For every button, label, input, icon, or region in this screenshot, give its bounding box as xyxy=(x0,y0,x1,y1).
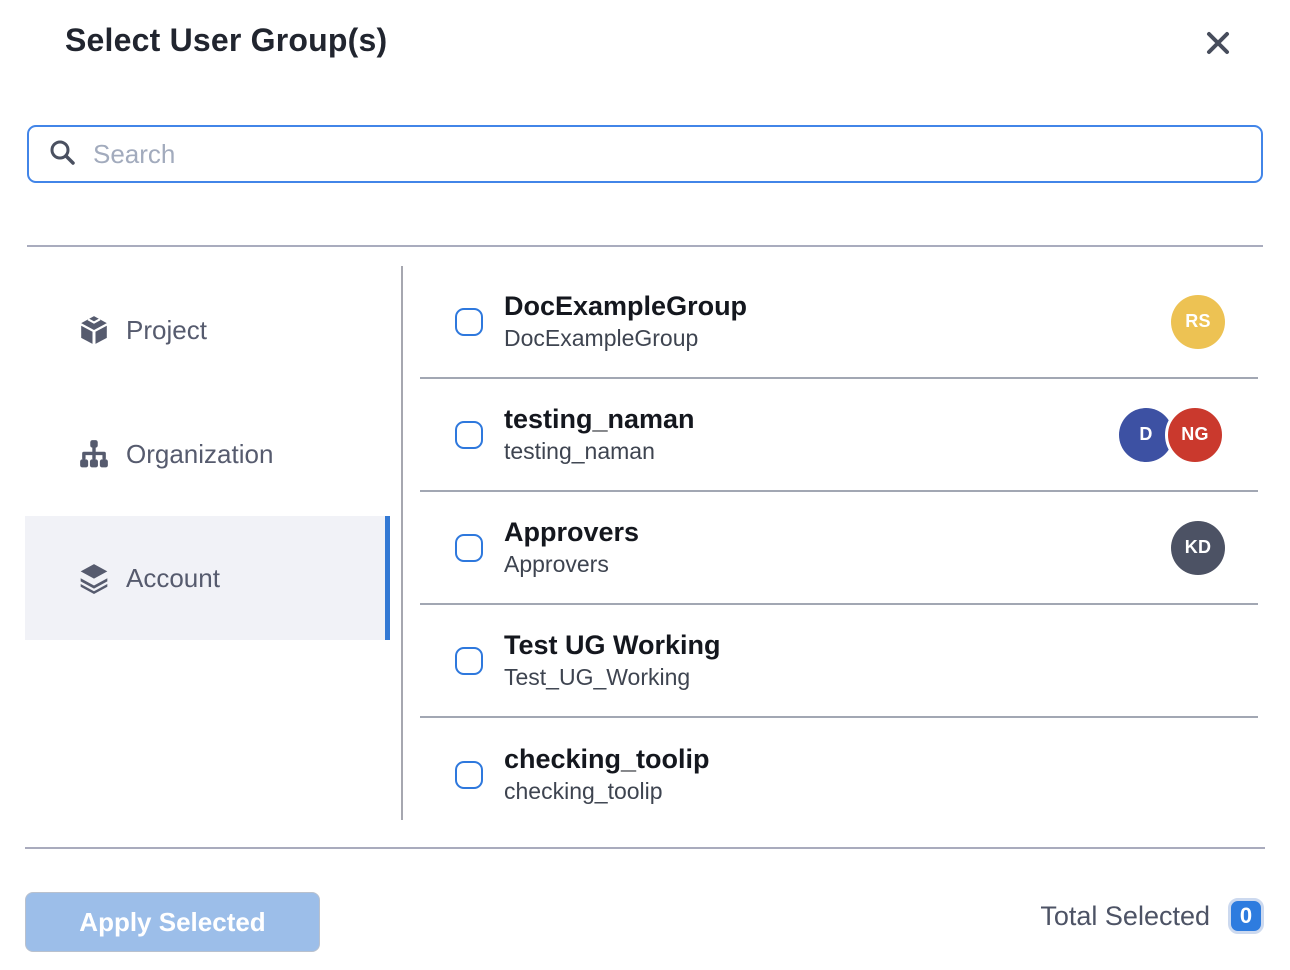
panel-divider xyxy=(401,266,403,820)
search-input[interactable] xyxy=(93,138,1243,170)
layers-icon xyxy=(78,562,110,594)
avatar: RS xyxy=(1171,294,1225,349)
footer-divider xyxy=(25,847,1265,849)
org-chart-icon xyxy=(78,438,110,470)
tab-label: Account xyxy=(126,562,220,593)
tab-label: Organization xyxy=(126,438,274,469)
group-subtitle: Approvers xyxy=(504,551,609,577)
close-icon xyxy=(1204,29,1232,60)
search-icon xyxy=(47,137,77,172)
group-checkbox[interactable] xyxy=(455,420,483,449)
list-item[interactable]: checking_toolip checking_toolip xyxy=(420,718,1258,831)
avatar-stack: KD xyxy=(1171,520,1225,575)
avatar: NG xyxy=(1165,404,1225,465)
group-checkbox[interactable] xyxy=(455,307,483,336)
group-text: Approvers Approvers xyxy=(504,516,639,579)
apply-selected-button[interactable]: Apply Selected xyxy=(25,892,320,952)
avatar: KD xyxy=(1171,520,1225,575)
group-checkbox[interactable] xyxy=(455,533,483,562)
avatar-stack: D NG xyxy=(1119,404,1225,465)
group-name: DocExampleGroup xyxy=(504,291,748,321)
avatar-stack: RS xyxy=(1171,294,1225,349)
group-name: Test UG Working xyxy=(504,630,721,660)
list-item[interactable]: Approvers Approvers KD xyxy=(420,492,1258,605)
tab-account[interactable]: Account xyxy=(25,516,390,640)
group-text: Test UG Working Test_UG_Working xyxy=(504,629,721,692)
group-text: DocExampleGroup DocExampleGroup xyxy=(504,290,747,353)
tab-organization[interactable]: Organization xyxy=(25,392,390,516)
group-text: checking_toolip checking_toolip xyxy=(504,743,710,806)
user-group-list: DocExampleGroup DocExampleGroup RS testi… xyxy=(420,266,1258,831)
total-selected-label: Total Selected xyxy=(1040,900,1210,931)
group-name: checking_toolip xyxy=(504,744,710,774)
group-subtitle: DocExampleGroup xyxy=(504,325,699,351)
tab-project[interactable]: Project xyxy=(25,268,390,392)
group-subtitle: checking_toolip xyxy=(504,778,663,804)
tab-label: Project xyxy=(126,314,207,345)
page-title: Select User Group(s) xyxy=(65,22,388,58)
close-button[interactable] xyxy=(1200,26,1236,62)
list-item[interactable]: testing_naman testing_naman D NG xyxy=(420,379,1258,492)
scope-tabs: Project Organization xyxy=(25,268,390,640)
total-selected: Total Selected 0 xyxy=(1040,898,1264,934)
avatar: D xyxy=(1119,407,1173,462)
list-item[interactable]: DocExampleGroup DocExampleGroup RS xyxy=(420,266,1258,379)
header-divider xyxy=(27,245,1263,247)
list-item[interactable]: Test UG Working Test_UG_Working xyxy=(420,605,1258,718)
group-subtitle: testing_naman xyxy=(504,438,655,464)
search-box xyxy=(27,125,1263,183)
group-name: testing_naman xyxy=(504,404,695,434)
group-name: Approvers xyxy=(504,517,640,547)
group-subtitle: Test_UG_Working xyxy=(504,664,691,690)
group-checkbox[interactable] xyxy=(455,646,483,675)
group-checkbox[interactable] xyxy=(455,760,483,789)
cube-icon xyxy=(78,314,110,346)
group-text: testing_naman testing_naman xyxy=(504,403,695,466)
total-selected-count-badge: 0 xyxy=(1228,898,1264,934)
